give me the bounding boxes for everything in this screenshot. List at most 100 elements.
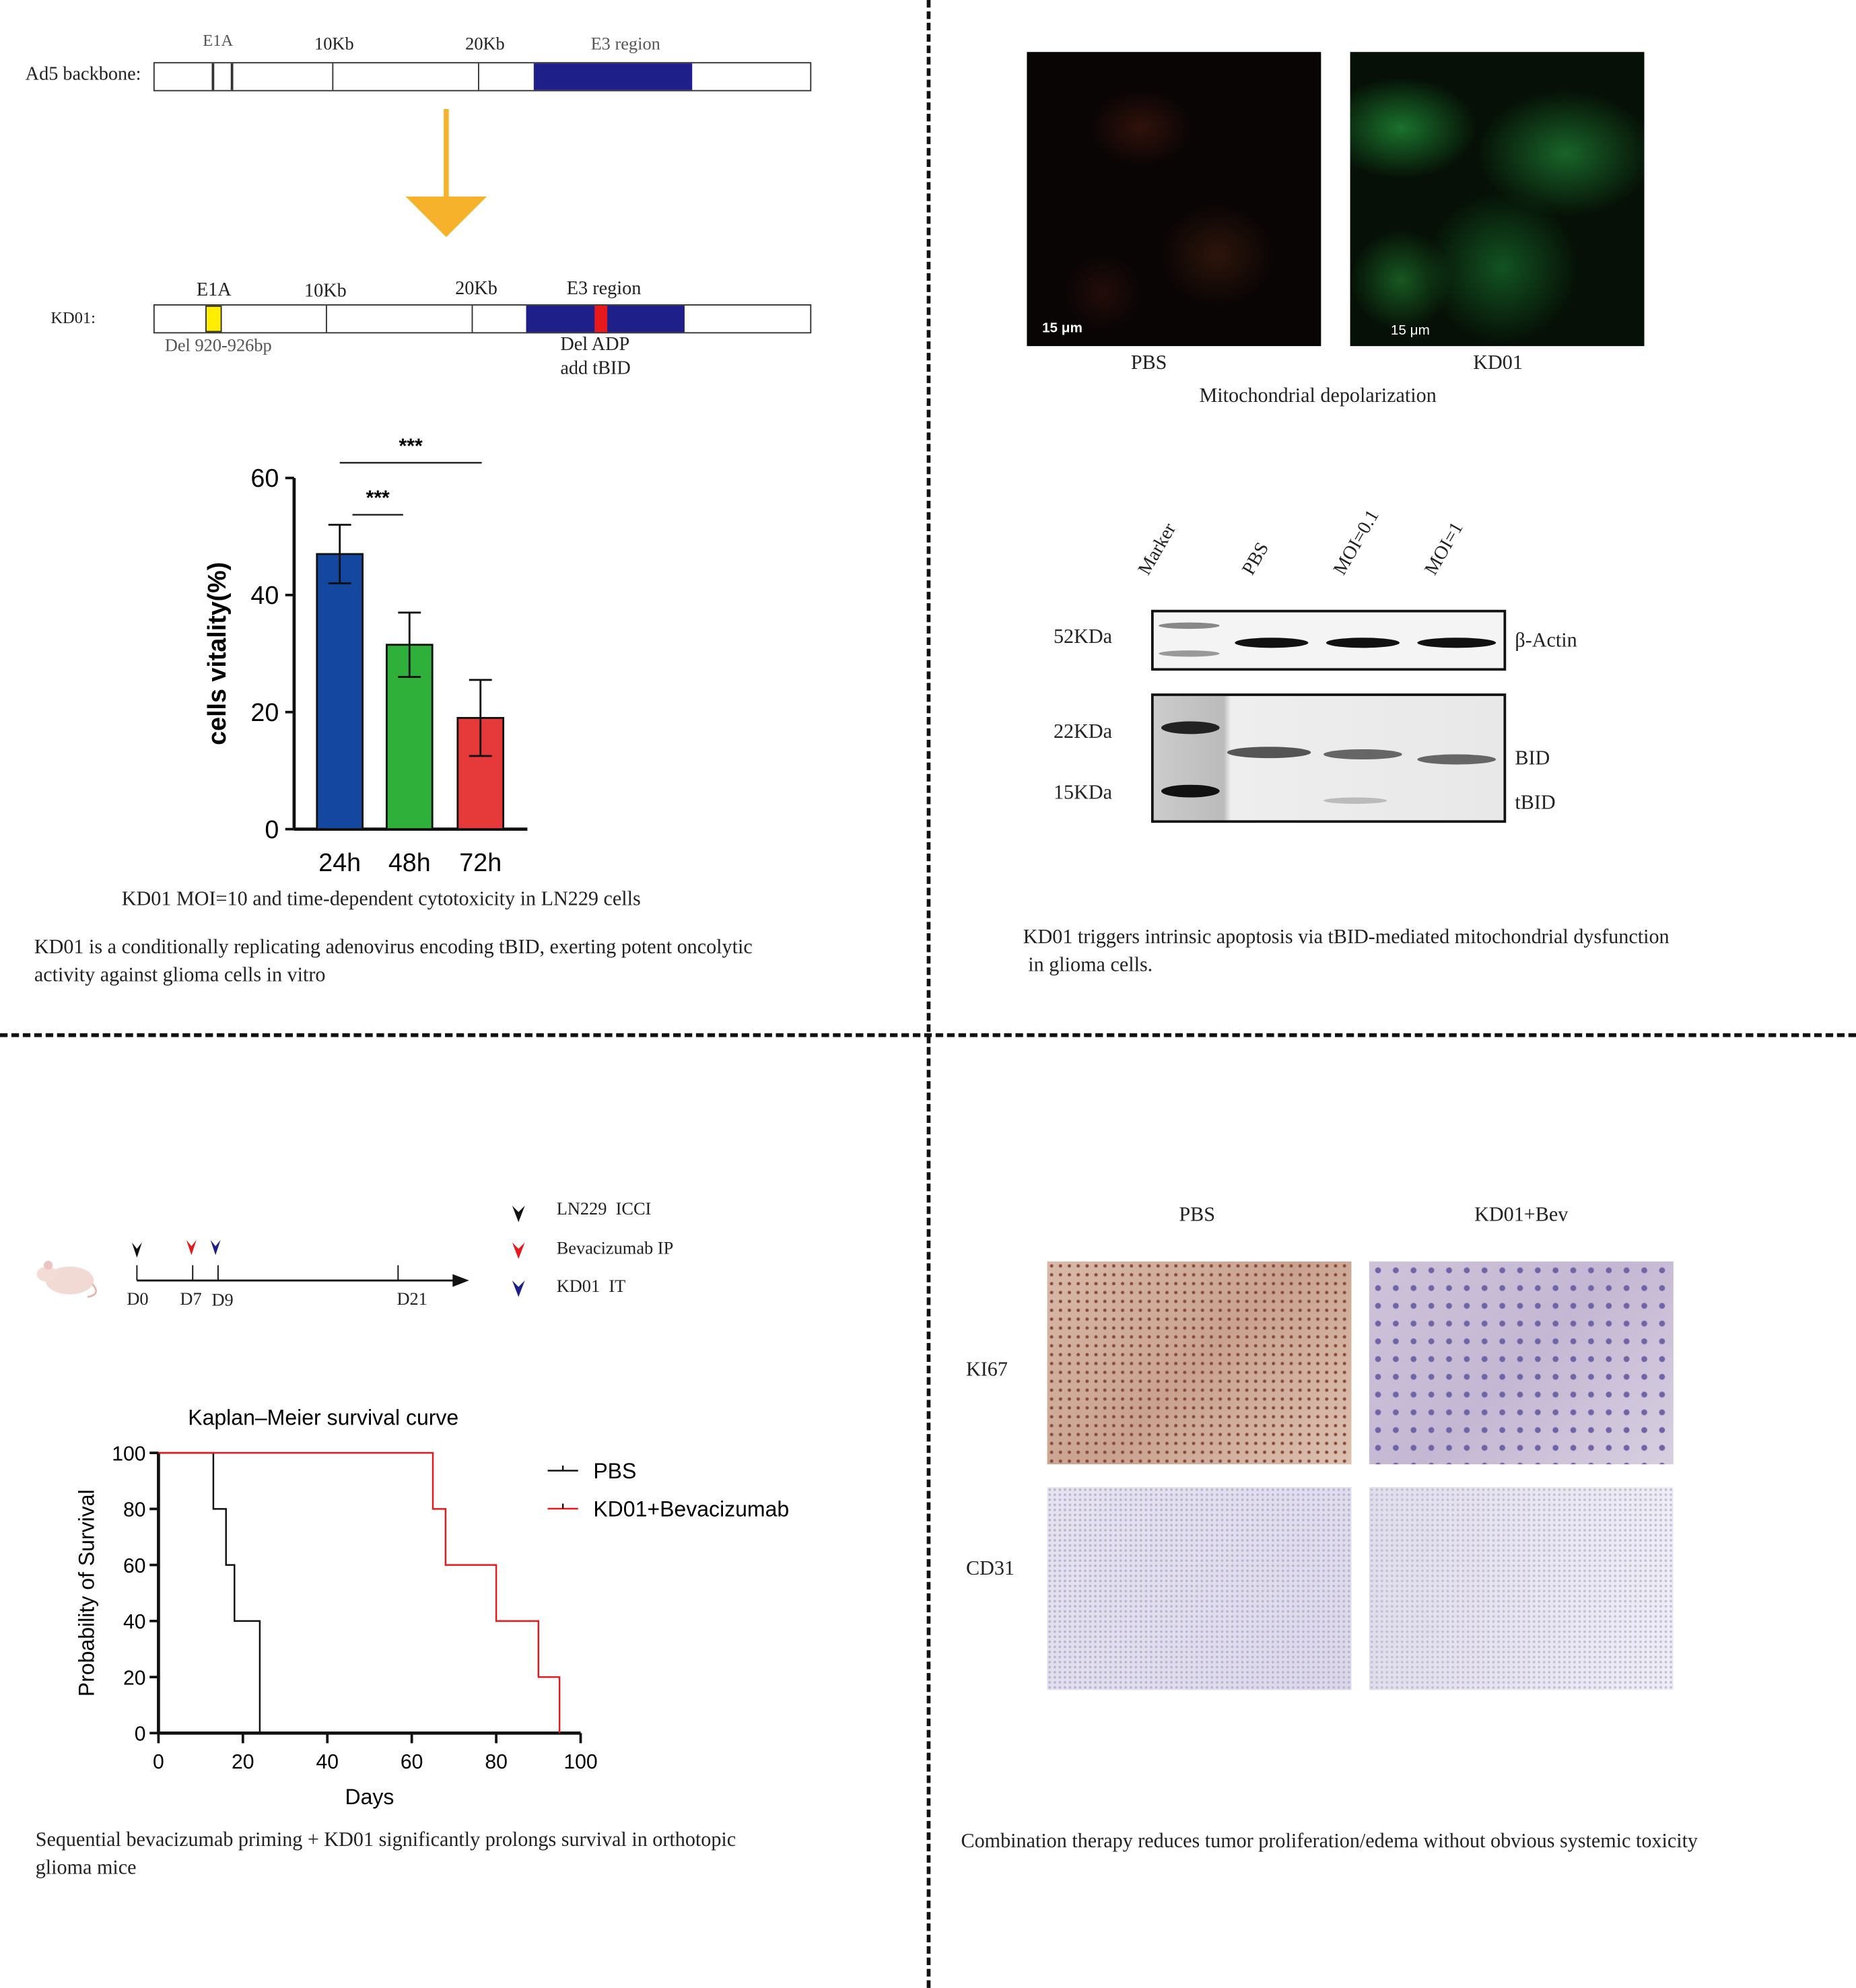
- ihc-row-ki67: KI67: [965, 1359, 1008, 1381]
- legend-ln229: LN229 ICCI: [556, 1200, 652, 1220]
- x-tick-label: 80: [485, 1751, 508, 1773]
- ad5-label: Ad5 backbone:: [25, 65, 141, 85]
- y-tick-label: 100: [112, 1443, 145, 1465]
- x-tick-label: 24h: [318, 848, 361, 877]
- y-tick-label: 40: [123, 1611, 146, 1633]
- ki67-pbs-image: [1047, 1261, 1352, 1465]
- y-tick-label: 20: [250, 698, 279, 726]
- e1a-deletion: [205, 305, 222, 333]
- band-label-actin: β-Actin: [1515, 629, 1577, 652]
- y-tick-label: 80: [123, 1499, 146, 1521]
- bar-24h: [316, 553, 364, 831]
- significance-label: ***: [366, 487, 390, 510]
- marker-15kda: 15KDa: [1053, 782, 1112, 804]
- x-tick-label: 60: [401, 1751, 423, 1773]
- panel-c-summary-line2: glioma mice: [35, 1857, 137, 1879]
- cell-vitality-bar-chart: 0 20 40 60 cells vitality(%) 24h 48h 72h *** ***: [203, 435, 528, 877]
- adp-deletion-label: Del ADP: [560, 335, 630, 355]
- lane-label-marker: Marker: [1134, 520, 1181, 579]
- conversion-arrow-icon: [405, 108, 487, 238]
- bevacizumab-legend-arrow-icon: [512, 1242, 525, 1260]
- horizontal-divider: [0, 1033, 1856, 1037]
- y-axis-label: Probability of Survival: [74, 1489, 98, 1696]
- y-axis-label: cells vitality(%): [203, 562, 231, 745]
- microscopy-caption: Mitochondrial depolarization: [1199, 385, 1437, 407]
- lane-label-moi01: MOI=0.1: [1330, 506, 1384, 579]
- ki67-kd01-bev-image: [1369, 1261, 1674, 1465]
- kd01-10kb-label: 10Kb: [304, 281, 347, 302]
- e1a-deletion-label: Del 920-926bp: [164, 337, 272, 357]
- pbs-microscopy-image: 15 μm: [1027, 52, 1321, 347]
- x-tick-label: 40: [316, 1751, 339, 1773]
- day-d9: D9: [211, 1291, 234, 1311]
- lane-label-pbs: PBS: [1239, 539, 1274, 579]
- day-d7: D7: [180, 1291, 202, 1310]
- kd01-construct-bar: [153, 304, 812, 334]
- x-tick-label: 48h: [388, 848, 431, 877]
- kd01-20kb-label: 20Kb: [455, 279, 497, 300]
- bar-48h: [385, 644, 434, 831]
- marker-52kda: 52KDa: [1053, 626, 1112, 648]
- survival-line-pbs: [158, 1451, 261, 1734]
- bevacizumab-arrow-icon: [186, 1239, 197, 1256]
- scale-bar-label: 15 μm: [1390, 323, 1430, 339]
- actin-blot: [1150, 609, 1507, 671]
- kd01-arrow-icon: [210, 1239, 221, 1256]
- lane-label-moi1: MOI=1: [1421, 519, 1468, 579]
- kaplan-meier-chart: Kaplan–Meier survival curve 0 20 40 60 80 100 0…: [74, 1406, 789, 1809]
- ad5-10kb-label: 10Kb: [314, 35, 354, 55]
- x-tick-label: 0: [153, 1751, 164, 1773]
- bar-chart-caption: KD01 MOI=10 and time-dependent cytotoxic…: [121, 889, 641, 911]
- day-d21: D21: [397, 1291, 427, 1310]
- panel-a-summary: KD01 is a conditionally replicating aden…: [34, 936, 753, 987]
- panel-d-summary: Combination therapy reduces tumor prolif…: [961, 1830, 1698, 1853]
- tbid-add-label: add tBID: [560, 358, 631, 380]
- x-tick-label: 100: [563, 1751, 597, 1773]
- panel-c-summary-line1: Sequential bevacizumab priming + KD01 si…: [35, 1829, 736, 1851]
- pbs-image-label: PBS: [1130, 352, 1167, 374]
- ihc-row-cd31: CD31: [965, 1558, 1015, 1580]
- cd31-pbs-image: [1047, 1486, 1352, 1690]
- timeline-legend-icons: [512, 1205, 525, 1297]
- vertical-divider: [926, 0, 931, 1988]
- ln229-legend-arrow-icon: [512, 1205, 525, 1223]
- day-d0: D0: [127, 1291, 149, 1310]
- legend-bevacizumab: Bevacizumab IP: [556, 1239, 674, 1260]
- legend-kd01: KD01 IT: [556, 1278, 626, 1297]
- scale-bar-label: 15 μm: [1041, 320, 1082, 337]
- significance-label: ***: [399, 435, 423, 457]
- mouse-icon: [36, 1260, 97, 1298]
- kd01-microscopy-image: 15 μm: [1350, 52, 1645, 347]
- ihc-col-pbs: PBS: [1179, 1204, 1215, 1227]
- y-tick-label: 0: [135, 1723, 146, 1746]
- kd01-image-label: KD01: [1473, 352, 1523, 374]
- x-axis-label: Days: [345, 1785, 394, 1809]
- x-tick-label: 72h: [459, 848, 502, 877]
- kd01-label: KD01:: [50, 308, 96, 327]
- survival-line-kd01-bevacizumab: [158, 1451, 561, 1734]
- panel-b-summary-line1: KD01 triggers intrinsic apoptosis via tB…: [1023, 926, 1670, 949]
- y-tick-label: 20: [123, 1667, 146, 1689]
- y-tick-label: 40: [250, 581, 279, 609]
- ihc-col-kd01-bev: KD01+Bev: [1474, 1204, 1569, 1227]
- ad5-e1a-label: E1A: [203, 30, 234, 50]
- y-tick-label: 0: [265, 815, 279, 844]
- legend-label: PBS: [593, 1459, 636, 1483]
- kd01-e3-label: E3 region: [566, 279, 642, 300]
- ad5-e3-label: E3 region: [590, 35, 660, 55]
- kd01-legend-arrow-icon: [512, 1280, 525, 1297]
- cd31-kd01-bev-image: [1369, 1486, 1674, 1690]
- ad5-backbone-bar: [153, 62, 812, 92]
- band-label-bid: BID: [1515, 748, 1550, 770]
- kd01-e1a-label: E1A: [196, 280, 232, 301]
- chart-title: Kaplan–Meier survival curve: [188, 1406, 458, 1430]
- x-tick-label: 20: [232, 1751, 254, 1773]
- marker-22kda: 22KDa: [1053, 721, 1112, 743]
- ad5-20kb-label: 20Kb: [465, 35, 505, 55]
- ad5-e3-region: [533, 63, 693, 90]
- bid-blot: [1150, 693, 1507, 823]
- band-label-tbid: tBID: [1515, 792, 1556, 815]
- tbid-insert: [594, 305, 608, 333]
- legend-label: KD01+Bevacizumab: [593, 1497, 789, 1521]
- panel-b-summary-line2: in glioma cells.: [1028, 955, 1153, 977]
